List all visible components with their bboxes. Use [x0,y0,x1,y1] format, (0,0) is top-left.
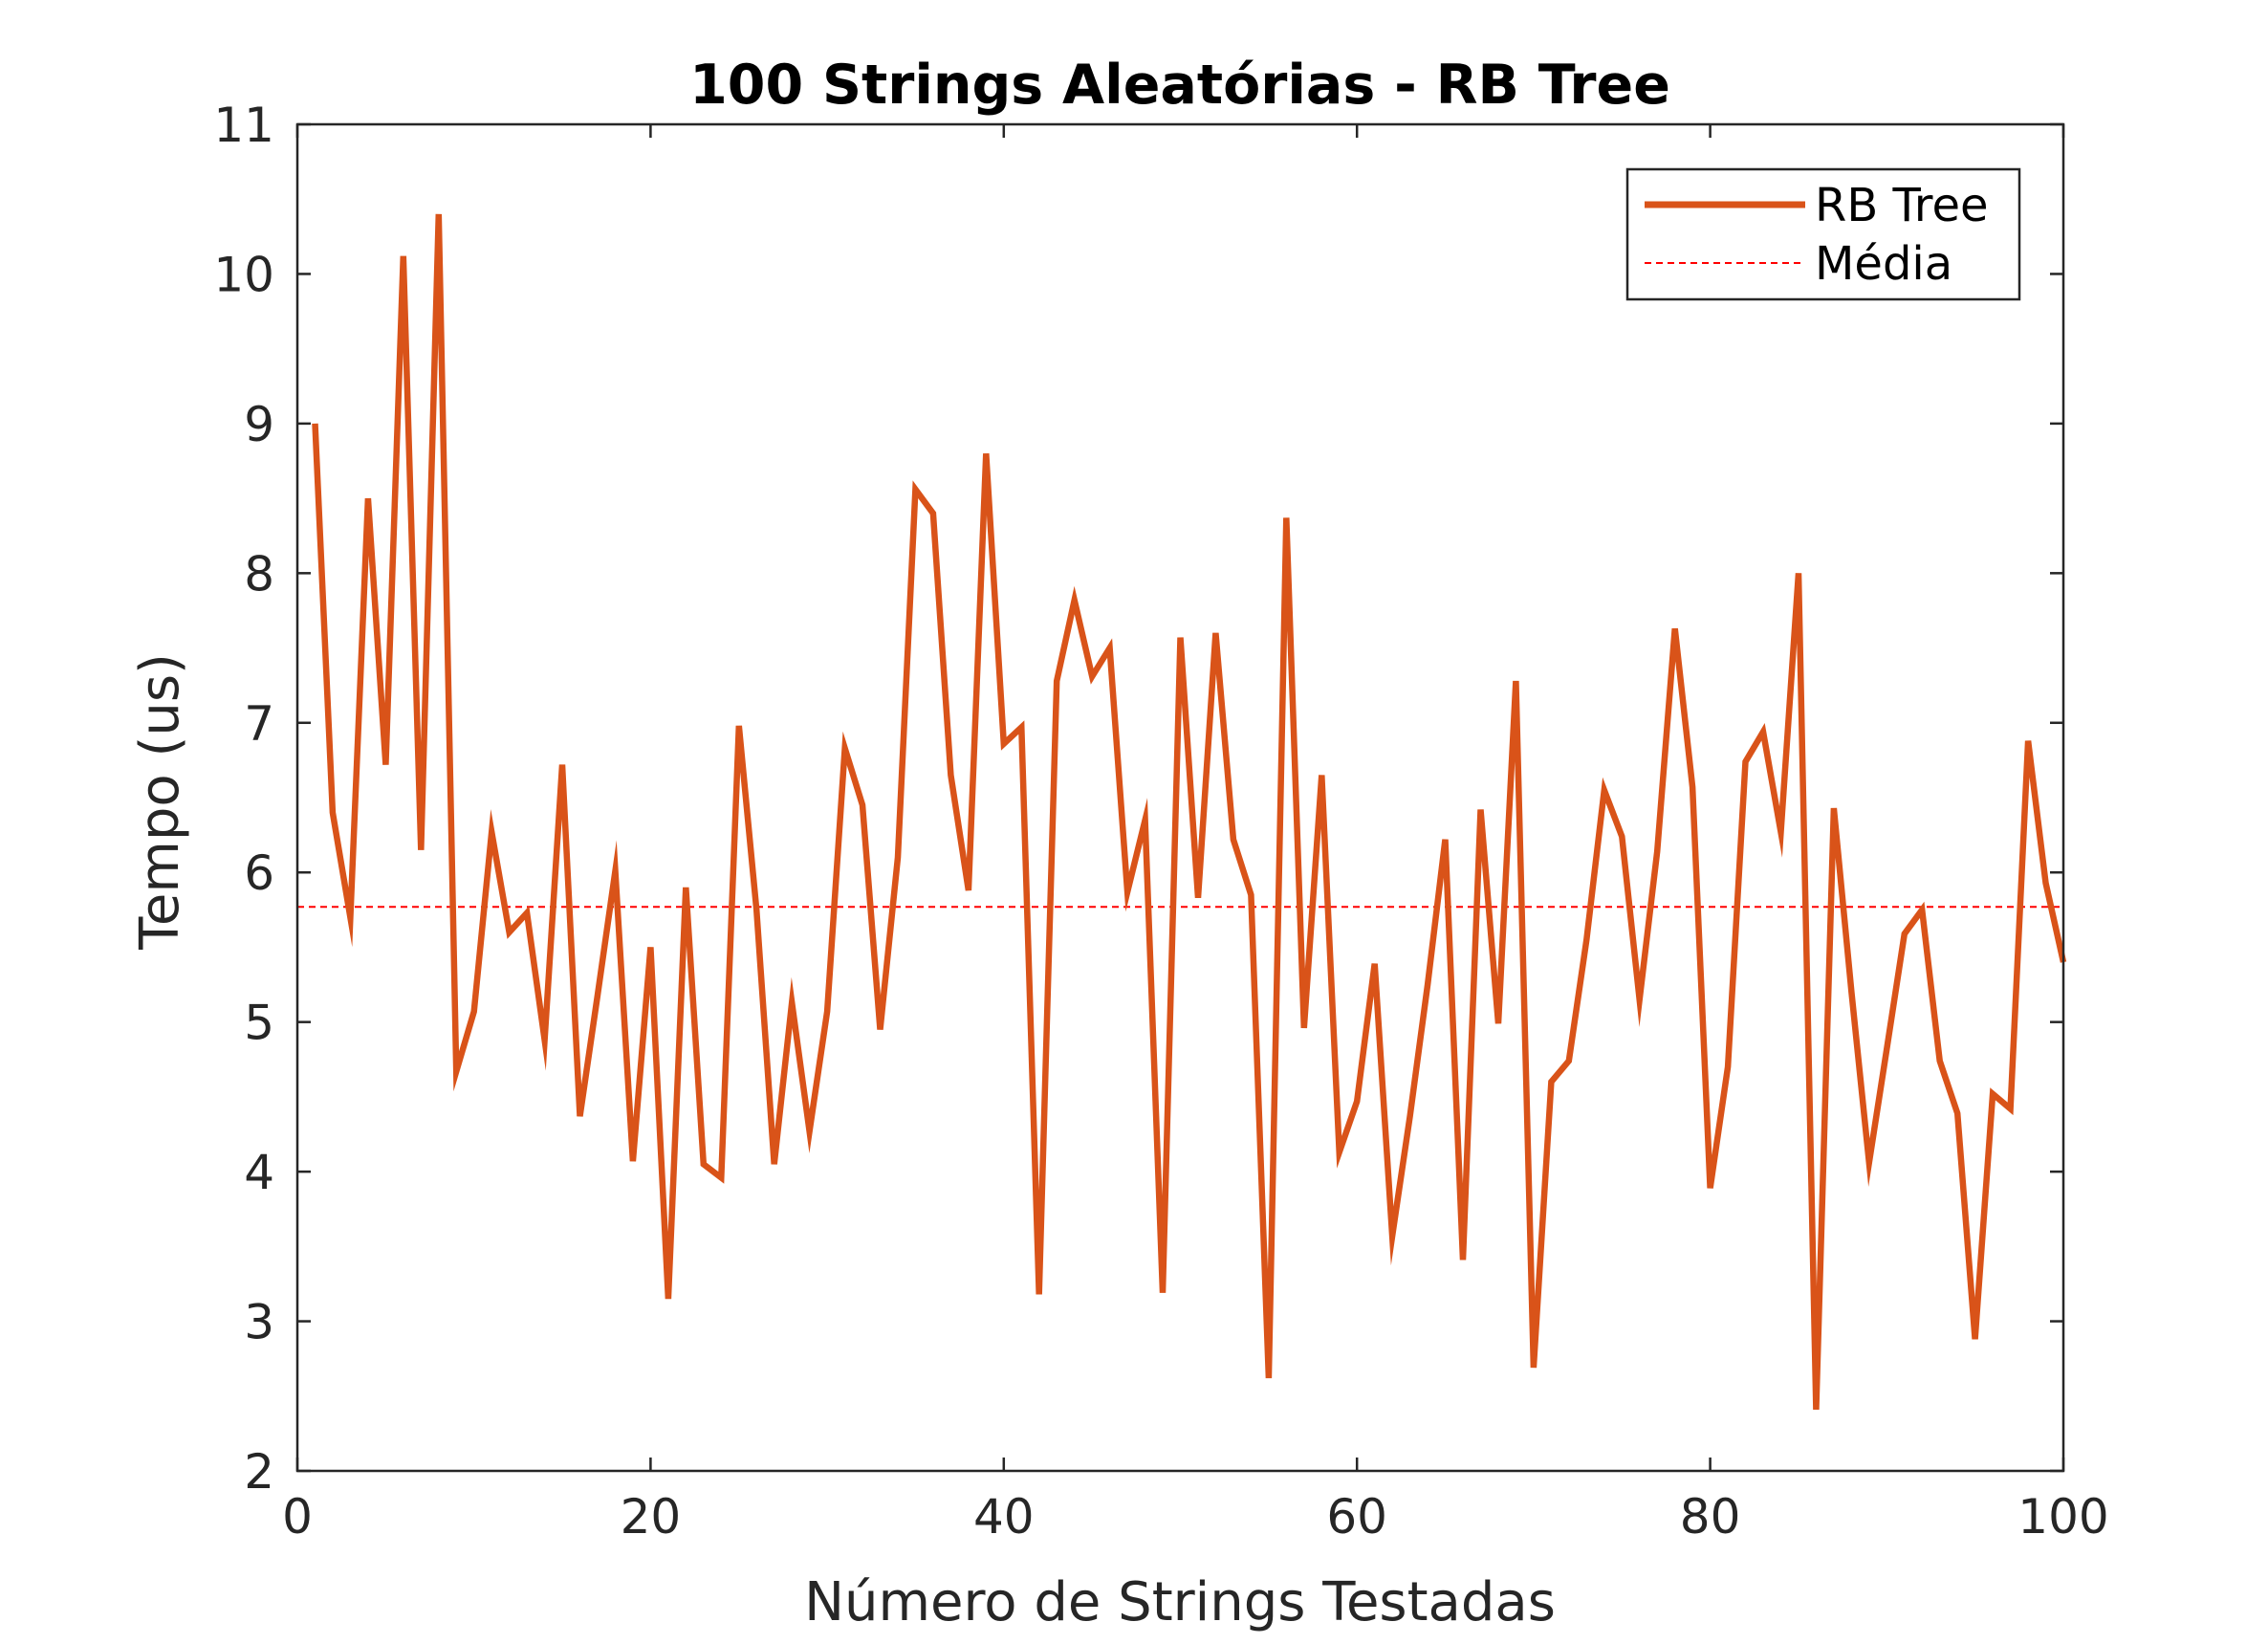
ticks-layer: 0 20 40 60 80 100 2 3 4 5 6 7 8 9 10 11 [213,98,2108,1545]
plot-area [297,124,2063,1471]
x-tick-label: 40 [973,1489,1035,1545]
axes-layer [295,122,2065,1473]
x-tick-label: 0 [282,1489,313,1545]
y-tick-label: 7 [244,696,274,752]
plot-background [297,124,2063,1471]
y-tick-label: 8 [244,546,274,602]
x-tick-label: 100 [2017,1489,2108,1545]
x-tick-label: 60 [1326,1489,1387,1545]
y-tick-label: 9 [244,397,274,452]
legend-box [1625,167,2021,301]
x-tick-label: 80 [1680,1489,1741,1545]
y-tick-label: 3 [244,1295,274,1350]
y-tick-label: 4 [244,1145,274,1200]
y-tick-label: 11 [213,98,274,153]
series-layer [312,213,2067,1410]
legend-label-media: Média [1815,237,1952,291]
x-axis-title: Número de Strings Testadas [804,1571,1556,1633]
axes-box [295,122,2065,1473]
y-tick-label: 10 [213,247,274,302]
y-tick-label: 2 [244,1444,274,1500]
series-line-rb-tree [312,213,2067,1410]
chart-title: 100 Strings Aleatórias - RB Tree [689,54,1670,117]
y-tick-label: 6 [244,845,274,901]
legend: RB Tree Média [1625,167,2021,301]
legend-label-rb-tree: RB Tree [1815,179,1989,232]
y-axis-title: Tempo (us) [129,653,191,951]
y-tick-label: 5 [244,996,274,1051]
x-tick-label: 20 [621,1489,682,1545]
